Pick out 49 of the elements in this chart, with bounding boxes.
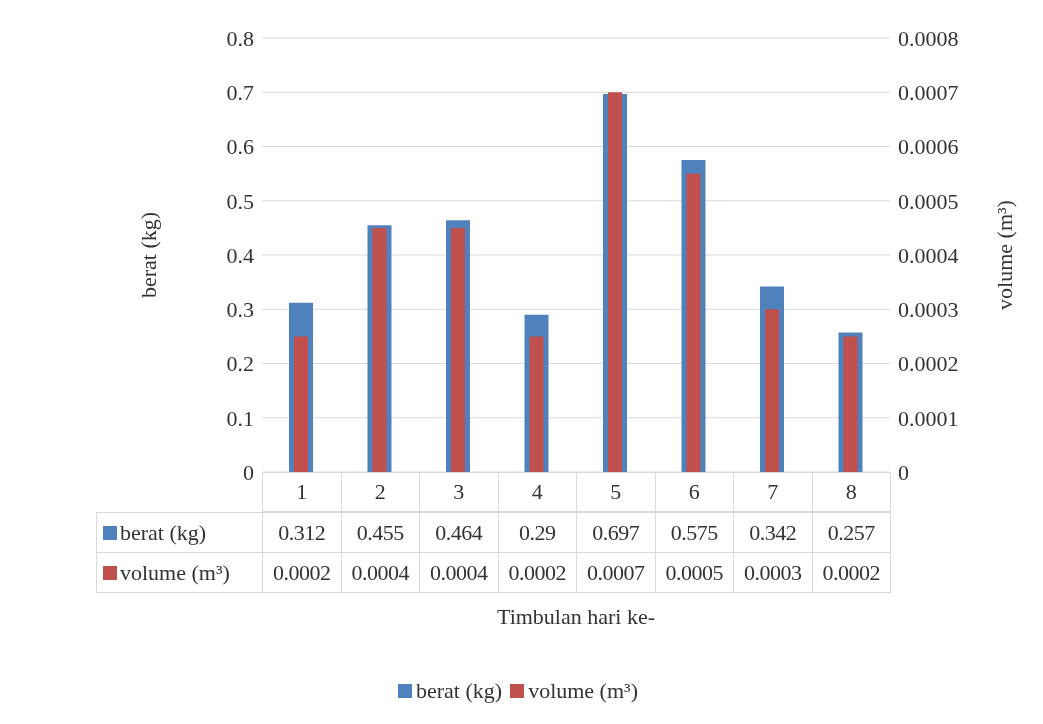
x-tick-label: 8 (811, 472, 891, 512)
x-tick-label: 1 (262, 472, 342, 512)
data-label: 0.257 (811, 512, 891, 553)
data-label: 0.0004 (340, 552, 420, 593)
text: volume (m³) (528, 678, 638, 703)
y-tick-label: 0 (243, 459, 254, 485)
y2-tick-label: 0.0007 (898, 80, 959, 106)
y2-tick-label: 0.0001 (898, 405, 959, 431)
y-tick-label: 0.8 (226, 25, 254, 51)
data-label: 0.0002 (811, 552, 891, 593)
legend-label: volume (m³) (120, 559, 230, 586)
y2-tick-label: 0.0003 (898, 297, 959, 323)
data-label: 0.575 (654, 512, 734, 553)
y2-tick-label: 0 (898, 459, 909, 485)
x-tick-label: 3 (419, 472, 499, 512)
data-label: 0.29 (497, 512, 577, 553)
data-label: 0.455 (340, 512, 420, 553)
y2-tick-label: 0.0004 (898, 242, 959, 268)
data-label: 0.0002 (262, 552, 342, 593)
x-axis-title: Timbulan hari ke- (495, 604, 657, 630)
data-label: 0.342 (733, 512, 813, 553)
y2-axis-title: volume (m³) (991, 200, 1017, 310)
data-label: 0.0007 (576, 552, 656, 593)
data-label: 0.0002 (497, 552, 577, 593)
x-tick-label: 5 (576, 472, 656, 512)
y2-tick-label: 0.0002 (898, 351, 959, 377)
x-tick-label: 2 (340, 472, 420, 512)
y-tick-label: 0.3 (226, 297, 254, 323)
x-tick-label: 6 (654, 472, 734, 512)
data-label: 0.0005 (654, 552, 734, 593)
y-tick-label: 0.4 (226, 242, 254, 268)
text: berat (kg) (416, 678, 503, 703)
x-tick-label: 4 (497, 472, 577, 512)
data-label: 0.697 (576, 512, 656, 553)
data-label: 0.464 (419, 512, 499, 553)
y2-tick-label: 0.0008 (898, 25, 959, 51)
y2-tick-label: 0.0005 (898, 188, 959, 214)
y-tick-label: 0.1 (226, 405, 254, 431)
y2-tick-label: 0.0006 (898, 134, 959, 160)
y-tick-label: 0.6 (226, 134, 254, 160)
x-tick-label: 7 (733, 472, 813, 512)
legend-label: berat (kg) (120, 519, 207, 546)
data-label: 0.0004 (419, 552, 499, 593)
y-tick-label: 0.5 (226, 188, 254, 214)
data-label: 0.312 (262, 512, 342, 553)
y-tick-label: 0.7 (226, 80, 254, 106)
y-tick-label: 0.2 (226, 351, 254, 377)
y-axis-title: berat (kg) (135, 211, 161, 299)
data-label: 0.0003 (733, 552, 813, 593)
